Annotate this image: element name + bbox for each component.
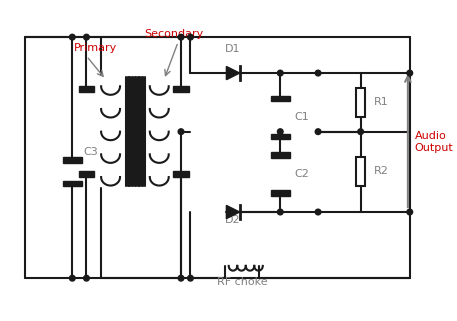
Circle shape xyxy=(69,275,75,281)
Circle shape xyxy=(277,129,283,134)
Text: C1: C1 xyxy=(294,112,309,123)
Circle shape xyxy=(358,129,363,134)
Bar xyxy=(79,171,94,177)
Text: R2: R2 xyxy=(374,166,389,176)
Text: Audio
Output: Audio Output xyxy=(414,131,453,153)
Text: RF choke: RF choke xyxy=(217,277,268,287)
Text: Primary: Primary xyxy=(74,43,117,53)
Circle shape xyxy=(178,275,184,281)
Bar xyxy=(356,157,365,186)
Bar xyxy=(271,96,290,101)
Text: Secondary: Secondary xyxy=(144,29,203,39)
Circle shape xyxy=(277,209,283,215)
Bar xyxy=(271,134,290,139)
Bar xyxy=(63,181,82,187)
Polygon shape xyxy=(226,66,239,80)
Circle shape xyxy=(188,34,193,40)
Bar xyxy=(271,190,290,196)
Circle shape xyxy=(315,70,321,76)
Text: C2: C2 xyxy=(294,169,309,179)
Bar xyxy=(356,88,365,117)
Bar xyxy=(174,86,189,92)
Circle shape xyxy=(315,129,321,134)
Circle shape xyxy=(407,209,413,215)
Bar xyxy=(174,171,189,177)
Circle shape xyxy=(69,34,75,40)
Text: D2: D2 xyxy=(225,215,241,225)
Circle shape xyxy=(188,275,193,281)
Text: C3: C3 xyxy=(84,147,98,158)
Text: R1: R1 xyxy=(374,97,388,107)
Text: D1: D1 xyxy=(225,44,241,54)
Bar xyxy=(79,86,94,92)
Bar xyxy=(63,157,82,163)
Circle shape xyxy=(178,34,184,40)
Circle shape xyxy=(84,275,89,281)
Polygon shape xyxy=(226,205,239,219)
Circle shape xyxy=(277,70,283,76)
Bar xyxy=(271,152,290,158)
Circle shape xyxy=(84,34,89,40)
Circle shape xyxy=(178,129,184,134)
Circle shape xyxy=(407,70,413,76)
Circle shape xyxy=(315,209,321,215)
